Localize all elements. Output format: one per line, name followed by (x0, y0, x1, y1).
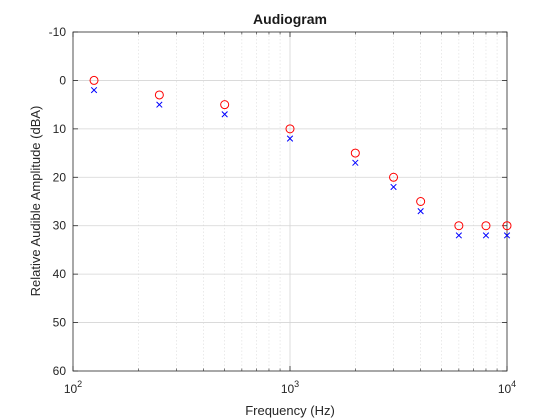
y-tick-label: 50 (53, 316, 67, 330)
y-tick-label: 20 (53, 170, 67, 184)
y-tick-label: 60 (53, 364, 67, 378)
y-tick-label: 10 (53, 122, 67, 136)
y-tick-label: 40 (53, 267, 67, 281)
y-tick-label: 30 (53, 219, 67, 233)
y-tick-label: -10 (49, 25, 67, 39)
y-axis-label: Relative Audible Amplitude (dBA) (28, 106, 43, 297)
y-tick-label: 0 (59, 73, 66, 87)
chart-title: Audiogram (253, 11, 327, 27)
x-axis-label: Frequency (Hz) (245, 403, 335, 418)
